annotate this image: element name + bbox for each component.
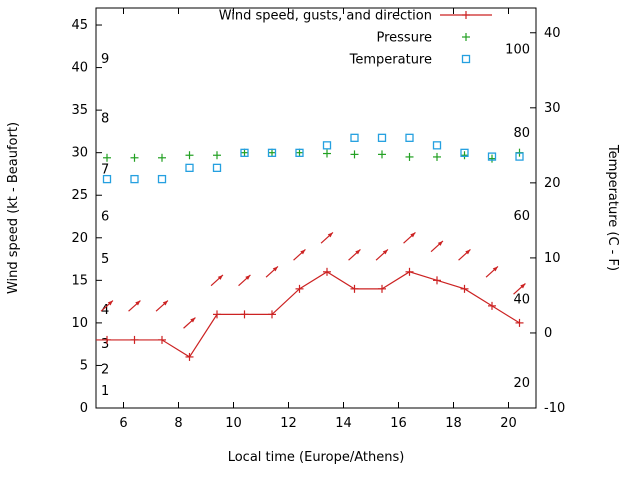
x-axis-ticks: 6 8 10 12 14 16 18 20 [119,8,517,431]
svg-text:10: 10 [544,251,561,266]
svg-text:40: 40 [513,293,530,308]
svg-text:45: 45 [71,18,88,33]
svg-text:5: 5 [80,358,88,373]
svg-text:14: 14 [335,416,352,431]
svg-text:30: 30 [71,146,88,161]
svg-text:2: 2 [101,363,109,378]
svg-text:10: 10 [225,416,242,431]
svg-text:35: 35 [71,103,88,118]
legend: Wind speed, gusts, and direction Pressure… [219,9,492,68]
fahrenheit-scale-labels: 20 40 60 80 100 [505,42,530,391]
legend-label: Temperature [349,53,432,68]
right-axis-title: Temperature (C - F) [605,144,620,271]
svg-text:30: 30 [544,101,561,116]
svg-text:20: 20 [71,231,88,246]
series-wind-speed [96,267,524,361]
beaufort-scale-labels: 1 2 3 4 5 6 7 8 9 [101,52,109,399]
svg-text:80: 80 [513,126,530,141]
svg-text:25: 25 [71,188,88,203]
svg-text:6: 6 [119,416,127,431]
svg-text:40: 40 [71,61,88,76]
svg-text:5: 5 [101,252,109,267]
right-axis-ticks: -10 0 10 20 30 40 [530,26,565,416]
wind-direction-arrows [100,231,526,329]
svg-text:8: 8 [174,416,182,431]
left-axis-title: Wind speed (kt - Beaufort) [6,122,21,294]
svg-text:6: 6 [101,210,109,225]
svg-text:100: 100 [505,42,530,57]
legend-label: Pressure [376,31,432,46]
svg-text:20: 20 [544,176,561,191]
svg-text:4: 4 [101,303,109,318]
plot-border [95,7,537,409]
x-axis-title: Local time (Europe/Athens) [228,450,405,465]
svg-text:15: 15 [71,273,88,288]
svg-text:10: 10 [71,316,88,331]
svg-text:-10: -10 [544,401,565,416]
series-temperature [102,133,524,184]
svg-text:40: 40 [544,26,561,41]
svg-text:9: 9 [101,52,109,67]
svg-text:18: 18 [445,416,462,431]
svg-text:7: 7 [101,163,109,178]
svg-text:20: 20 [500,416,517,431]
svg-text:1: 1 [101,384,109,399]
svg-text:60: 60 [513,209,530,224]
legend-label: Wind speed, gusts, and direction [219,9,432,24]
svg-text:20: 20 [513,376,530,391]
svg-text:0: 0 [544,326,552,341]
left-axis-ticks: 0 5 10 15 20 25 30 35 40 45 [71,18,102,416]
svg-text:0: 0 [80,401,88,416]
svg-text:12: 12 [280,416,297,431]
svg-text:3: 3 [101,337,109,352]
axis-titles: Wind speed (kt - Beaufort) Temperature (C… [6,122,620,465]
svg-text:8: 8 [101,112,109,127]
svg-text:16: 16 [390,416,407,431]
